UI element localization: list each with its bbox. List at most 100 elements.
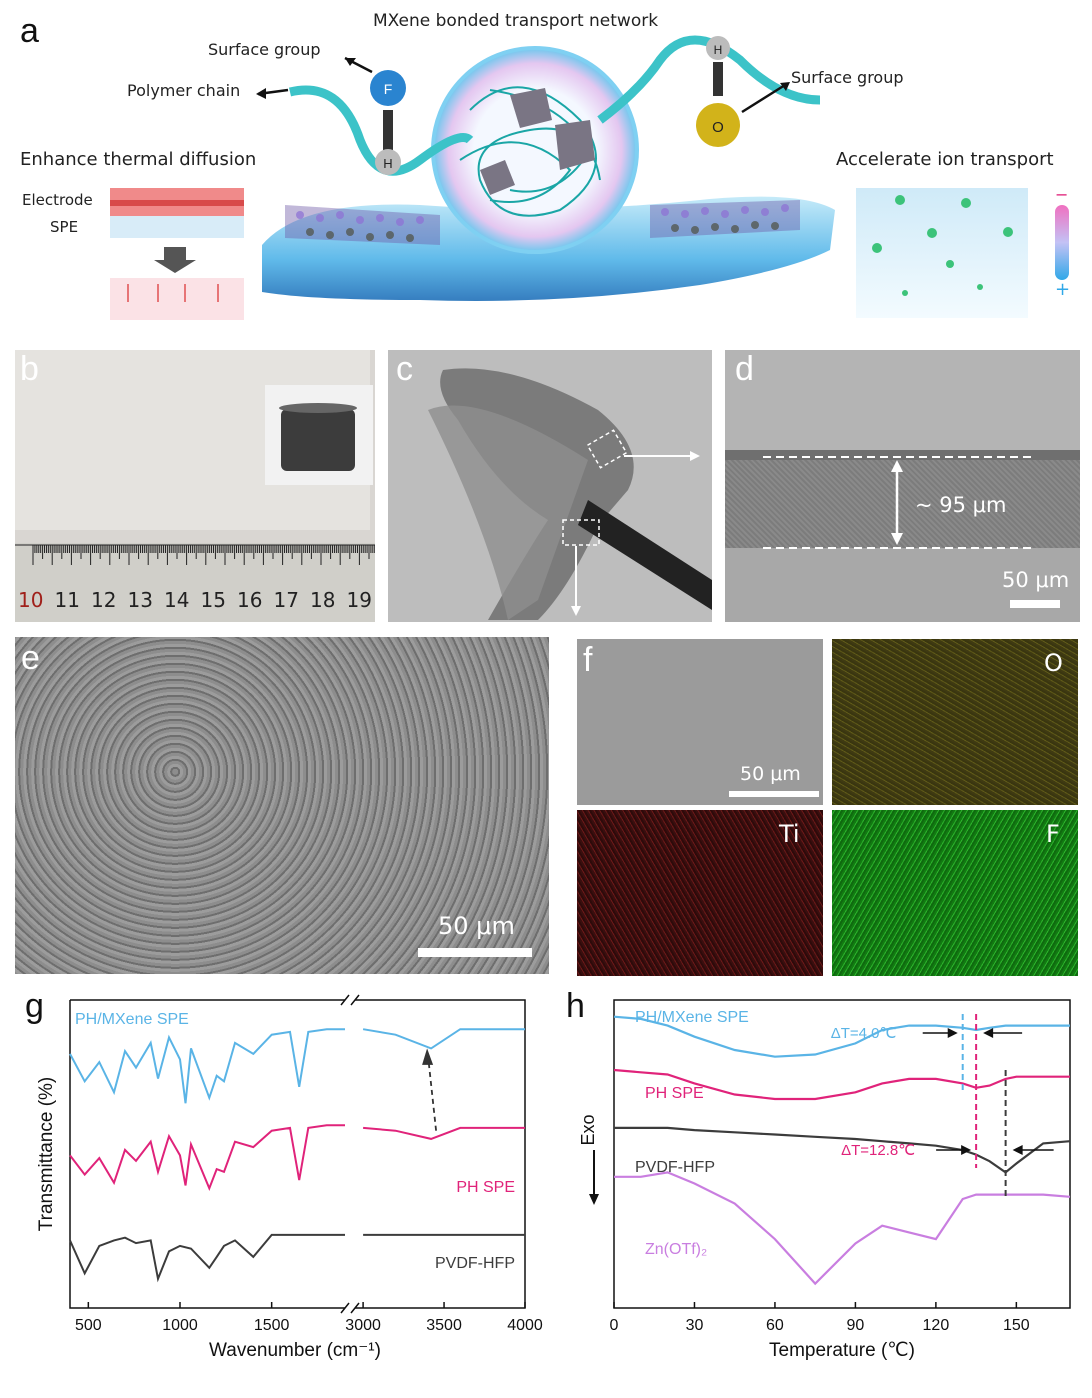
down-arrow: [154, 247, 196, 273]
minus-sign: −: [1055, 185, 1069, 204]
scale-label-f: 50 μm: [740, 763, 801, 785]
x-tick-label: 3000: [345, 1317, 381, 1334]
ruler-number: 10: [18, 588, 44, 612]
ruler-number: 18: [310, 588, 336, 612]
mxene-lattice-right: [650, 200, 800, 238]
delta-arrow-head: [947, 1028, 958, 1038]
ruler-number: 14: [164, 588, 190, 612]
mxene-lattice-left: [285, 205, 440, 245]
x-tick-label: 0: [610, 1317, 619, 1334]
surface-group-left-label: Surface group: [208, 40, 321, 59]
spe-layer: [110, 216, 244, 238]
surface-group-right-label: Surface group: [791, 68, 904, 87]
panel-c: c: [388, 350, 712, 622]
axes-frame: [69, 999, 526, 1309]
series-label: PH/MXene SPE: [75, 1011, 189, 1028]
spe-label: SPE: [50, 218, 79, 236]
panel-f-sem: 50 μm f: [577, 639, 823, 805]
series-line: [69, 1233, 345, 1283]
heat-arrows: [127, 284, 219, 302]
series-line: [363, 1126, 525, 1140]
titanium-label: Ti: [779, 820, 800, 848]
polymer-chain-label: Polymer chain: [127, 81, 241, 100]
thermal-diffusion-label: Enhance thermal diffusion: [20, 149, 257, 170]
x-tick-label: 90: [847, 1317, 865, 1334]
diffused-layer: [110, 278, 244, 320]
panel-label-e: e: [21, 639, 40, 677]
tweezers: [578, 500, 712, 610]
x-tick-label: 1500: [254, 1317, 290, 1334]
arrow-surface-right: [741, 83, 786, 114]
x-tick-label: 4000: [507, 1317, 543, 1334]
ruler: [15, 543, 375, 622]
shift-arrow-head: [422, 1048, 434, 1065]
hydrogen-atom-left: [375, 149, 401, 175]
hydrogen-atom-right: [706, 36, 730, 60]
oxygen-label: O: [1044, 649, 1063, 677]
series-line: [362, 1028, 525, 1050]
delta-arrow-head: [1012, 1145, 1023, 1155]
thickness-label: ~ 95 μm: [915, 493, 1007, 517]
schematic-svg: F H H O: [110, 35, 1069, 320]
panel-label-a: a: [20, 12, 39, 50]
hydrogen-bond-left: [383, 110, 393, 150]
delta-arrow-head: [983, 1028, 994, 1038]
x-tick-label: 500: [75, 1317, 102, 1334]
series-line: [69, 1028, 345, 1104]
zoom-box-lower: [562, 519, 600, 546]
scale-bar-e: [418, 948, 532, 957]
series-label: Zn(OTf)₂: [645, 1241, 707, 1258]
mxene-flakes: [480, 88, 595, 195]
x-tick-label: 60: [766, 1317, 784, 1334]
ions: [872, 195, 1013, 296]
x-tick-label: 30: [686, 1317, 704, 1334]
ruler-numbers: 10 11 12 13 14 15 16 17 18 19: [15, 588, 375, 618]
series-label: PVDF-HFP: [435, 1255, 515, 1272]
panel-e: 50 μm e: [15, 637, 549, 974]
panel-a: F H H O a MXene bonded transport network: [0, 0, 1092, 330]
series-line: [613, 1015, 1070, 1058]
y-axis-label: Exo: [578, 1114, 598, 1145]
series-line: [614, 1171, 1071, 1286]
scale-label-e: 50 μm: [438, 912, 515, 940]
scale-bar-f: [729, 791, 819, 797]
panel-f-fluorine-map: F: [832, 810, 1078, 976]
shift-arrow: [427, 1056, 437, 1131]
series-label: PH/MXene SPE: [635, 1009, 749, 1026]
vial-image: [265, 385, 373, 485]
svg-text:F: F: [384, 81, 393, 97]
series-label: PVDF-HFP: [635, 1159, 715, 1176]
x-axis-label: Wavenumber (cm⁻¹): [209, 1340, 381, 1361]
panel-label-d: d: [735, 350, 754, 388]
axis-break-mark: [340, 994, 350, 1314]
gradient-bar: [1055, 205, 1069, 280]
scale-bar-d: [1010, 600, 1060, 608]
ion-transport-box: [856, 188, 1028, 318]
x-tick-label: 3500: [426, 1317, 462, 1334]
dsc-chart: 0 30 60 90 120 150 Temperature (℃) Exo PH/MXene …: [578, 999, 1071, 1361]
plus-sign: +: [1055, 279, 1071, 300]
fluorine-atom: [370, 70, 406, 106]
svg-text:H: H: [714, 43, 723, 57]
transport-network-sphere: [431, 46, 639, 254]
panel-label-h: h: [566, 987, 585, 1025]
svg-text:H: H: [383, 156, 392, 171]
ruler-number: 17: [273, 588, 299, 612]
ruler-number: 15: [200, 588, 226, 612]
panel-label-c: c: [396, 350, 413, 388]
annotation-label: ΔT=4.0℃: [831, 1025, 897, 1042]
x-tick-label: 1000: [162, 1317, 198, 1334]
ruler-number: 13: [127, 588, 153, 612]
series-label: PH SPE: [456, 1179, 515, 1196]
panel-label-f: f: [583, 641, 593, 679]
flexible-film-photo: [428, 368, 712, 620]
ruler-number: 19: [346, 588, 372, 612]
series-line: [613, 1068, 1070, 1101]
axis-break-mark: [350, 994, 360, 1314]
exo-arrow-head: [589, 1194, 599, 1205]
annotation-label: ΔT=12.8℃: [841, 1142, 915, 1159]
oxygen-atom: [696, 103, 740, 147]
axes-frame: [613, 999, 1071, 1309]
series-line: [69, 1124, 345, 1191]
schematic-title: MXene bonded transport network: [373, 11, 659, 31]
